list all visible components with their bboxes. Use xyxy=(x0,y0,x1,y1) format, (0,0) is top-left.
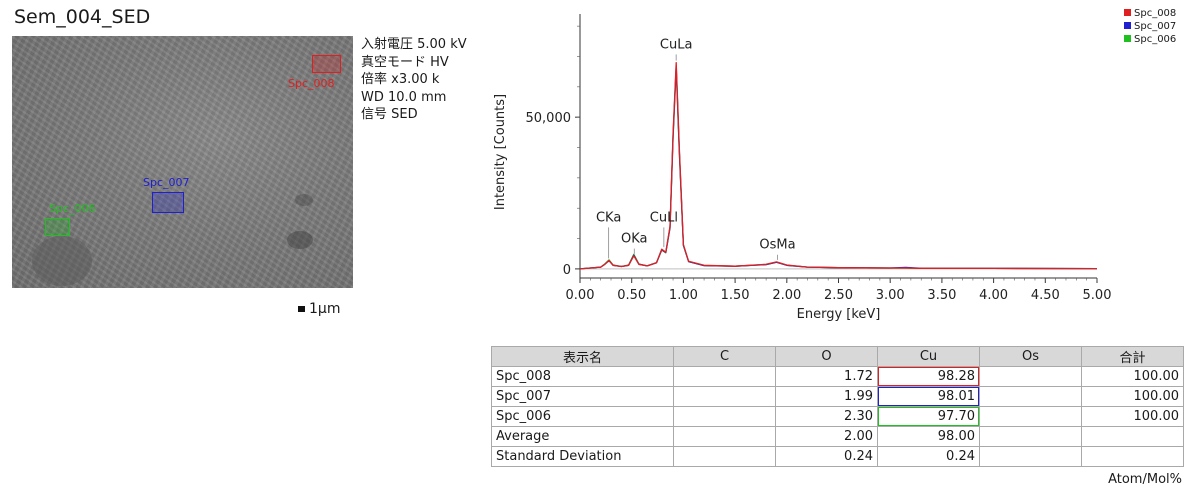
table-row[interactable]: Average 2.00 98.00 xyxy=(491,426,1184,447)
x-tick-label: 3.50 xyxy=(927,288,956,303)
scale-label: 1μm xyxy=(309,301,341,317)
column-header: O xyxy=(775,346,878,367)
x-tick-label: 2.00 xyxy=(772,288,801,303)
roi-label-spc-008: Spc_008 xyxy=(288,77,335,90)
meta-vacuum-mode: 真空モード HV xyxy=(361,54,449,70)
roi-label-spc-007: Spc_007 xyxy=(143,176,190,189)
sem-feature xyxy=(32,236,92,286)
roi-box-spc-006[interactable] xyxy=(45,218,70,236)
cell-name: Spc_006 xyxy=(491,406,674,427)
scale-bar: 1μm xyxy=(298,301,340,317)
cell-o: 2.00 xyxy=(775,426,878,447)
table-row[interactable]: Standard Deviation 0.24 0.24 xyxy=(491,446,1184,467)
series-line-spc-008[interactable] xyxy=(579,61,1098,270)
cell-o: 1.72 xyxy=(775,366,878,387)
cell-c xyxy=(673,426,776,447)
cell-o: 2.30 xyxy=(775,406,878,427)
sem-feature xyxy=(287,231,313,249)
cell-name: Spc_007 xyxy=(491,386,674,407)
roi-box-spc-007[interactable] xyxy=(152,192,184,213)
legend-swatch xyxy=(1124,35,1131,42)
meta-magnification: 倍率 x3.00 k xyxy=(361,72,440,87)
legend-item-spc-007: Spc_007 xyxy=(1124,20,1176,33)
x-tick-label: 2.50 xyxy=(824,288,853,303)
legend-item-spc-008: Spc_008 xyxy=(1124,7,1176,20)
legend-item-spc-006: Spc_006 xyxy=(1124,33,1176,46)
cell-cu: 98.00 xyxy=(877,426,980,447)
scale-bar-mark xyxy=(298,306,305,312)
cell-name: Standard Deviation xyxy=(491,446,674,467)
cell-total: 100.00 xyxy=(1081,366,1184,387)
legend-label: Spc_008 xyxy=(1134,8,1177,19)
table-row[interactable]: Spc_008 1.72 98.28 100.00 xyxy=(491,366,1184,387)
series-line-spc-006[interactable] xyxy=(579,67,1098,270)
cell-cu: 0.24 xyxy=(877,446,980,467)
cell-cu: 97.70 xyxy=(877,406,980,427)
x-tick-label: 5.00 xyxy=(1083,288,1112,303)
legend-swatch xyxy=(1124,22,1131,29)
x-tick-label: 3.00 xyxy=(876,288,905,303)
x-tick-label: 4.50 xyxy=(1031,288,1060,303)
column-header: C xyxy=(673,346,776,367)
y-tick-label: 0 xyxy=(563,263,571,278)
x-axis-label: Energy [keV] xyxy=(797,307,881,322)
column-header: Cu xyxy=(877,346,980,367)
cell-os xyxy=(979,426,1082,447)
eds-spectrum-chart[interactable]: 0.00 0.50 1.00 1.50 2.00 2.50 3.00 3.50 4.00 4.50… xyxy=(486,0,1116,340)
series-line-spc-007[interactable] xyxy=(579,64,1098,270)
x-tick-label: 1.50 xyxy=(721,288,750,303)
cell-c xyxy=(673,366,776,387)
peak-label: OsMa xyxy=(759,238,795,253)
quant-results-table: 表示名 C O Cu Os 合計 Spc_008 1.72 98.28 100.… xyxy=(491,346,1184,467)
cell-os xyxy=(979,366,1082,387)
y-axis-label: Intensity [Counts] xyxy=(493,94,508,210)
x-tick-label: 1.00 xyxy=(669,288,698,303)
peak-label: CuLl xyxy=(650,210,678,225)
legend-swatch xyxy=(1124,9,1131,16)
acquisition-metadata: 入射電圧 5.00 kV 真空モード HV 倍率 x3.00 k WD 10.0… xyxy=(361,36,467,124)
image-title: Sem_004_SED xyxy=(14,6,151,28)
table-row[interactable]: Spc_006 2.30 97.70 100.00 xyxy=(491,406,1184,427)
cell-total xyxy=(1081,426,1184,447)
cell-os xyxy=(979,406,1082,427)
unit-label: Atom/Mol% xyxy=(1108,472,1182,487)
cell-total: 100.00 xyxy=(1081,386,1184,407)
legend-label: Spc_006 xyxy=(1134,34,1177,45)
sem-feature xyxy=(295,194,313,206)
table-header-row: 表示名 C O Cu Os 合計 xyxy=(491,346,1184,367)
meta-signal: 信号 SED xyxy=(361,107,418,122)
peak-label: CuLa xyxy=(660,37,693,52)
legend-label: Spc_007 xyxy=(1134,21,1177,32)
cell-total: 100.00 xyxy=(1081,406,1184,427)
column-header: 合計 xyxy=(1081,346,1184,367)
column-header: Os xyxy=(979,346,1082,367)
cell-cu: 98.01 xyxy=(877,386,980,407)
cell-total xyxy=(1081,446,1184,467)
sem-image[interactable]: Spc_008 Spc_007 Spc_006 xyxy=(12,36,353,288)
roi-label-spc-006: Spc_006 xyxy=(49,202,96,215)
meta-voltage: 入射電圧 5.00 kV xyxy=(361,37,467,52)
cell-name: Average xyxy=(491,426,674,447)
cell-c xyxy=(673,406,776,427)
cell-cu: 98.28 xyxy=(877,366,980,387)
roi-box-spc-008[interactable] xyxy=(312,55,341,73)
x-tick-label: 0.50 xyxy=(617,288,646,303)
cell-name: Spc_008 xyxy=(491,366,674,387)
cell-os xyxy=(979,446,1082,467)
meta-working-distance: WD 10.0 mm xyxy=(361,89,447,105)
cell-c xyxy=(673,446,776,467)
table-row[interactable]: Spc_007 1.99 98.01 100.00 xyxy=(491,386,1184,407)
cell-c xyxy=(673,386,776,407)
x-tick-label: 0.00 xyxy=(566,288,595,303)
column-header: 表示名 xyxy=(491,346,674,367)
peak-label: OKa xyxy=(621,232,648,247)
peak-label: CKa xyxy=(596,210,621,225)
cell-os xyxy=(979,386,1082,407)
cell-o: 1.99 xyxy=(775,386,878,407)
y-tick-label: 50,000 xyxy=(526,111,572,126)
x-tick-label: 4.00 xyxy=(979,288,1008,303)
chart-legend: Spc_008 Spc_007 Spc_006 xyxy=(1124,7,1176,46)
cell-o: 0.24 xyxy=(775,446,878,467)
